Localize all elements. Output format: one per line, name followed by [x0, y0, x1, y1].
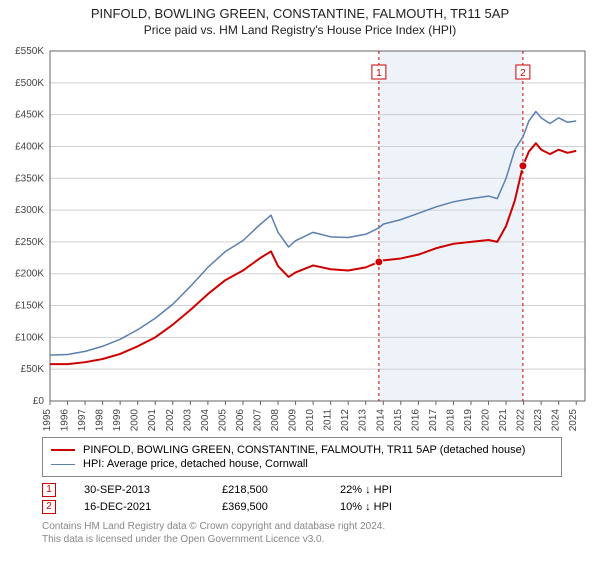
chart-title: PINFOLD, BOWLING GREEN, CONSTANTINE, FAL…	[0, 6, 600, 21]
svg-text:2006: 2006	[235, 409, 246, 431]
svg-text:2012: 2012	[340, 409, 351, 431]
marker-number-box: 2	[42, 500, 56, 514]
svg-text:£50K: £50K	[21, 364, 45, 375]
marker-number-box: 1	[42, 483, 56, 497]
svg-text:1998: 1998	[95, 409, 106, 431]
marker-date: 30-SEP-2013	[84, 484, 194, 496]
marker-table-row: 1 30-SEP-2013 £218,500 22% ↓ HPI	[42, 483, 562, 497]
marker-delta: 10% ↓ HPI	[340, 501, 392, 513]
svg-text:£350K: £350K	[15, 173, 44, 184]
footer-line-2: This data is licensed under the Open Gov…	[42, 533, 600, 546]
legend-swatch	[51, 464, 75, 465]
svg-text:2013: 2013	[358, 409, 369, 431]
svg-text:2007: 2007	[252, 409, 263, 431]
svg-text:£300K: £300K	[15, 205, 44, 216]
marker-table: 1 30-SEP-2013 £218,500 22% ↓ HPI 2 16-DEC-202…	[42, 483, 562, 514]
legend-row: HPI: Average price, detached house, Corn…	[51, 458, 553, 470]
svg-text:£450K: £450K	[15, 110, 44, 121]
legend-label: HPI: Average price, detached house, Corn…	[83, 458, 308, 470]
footer-attribution: Contains HM Land Registry data © Crown c…	[42, 520, 600, 546]
svg-text:2002: 2002	[165, 409, 176, 431]
svg-text:2: 2	[520, 68, 526, 79]
marker-price: £369,500	[222, 501, 312, 513]
marker-price: £218,500	[222, 484, 312, 496]
svg-text:1996: 1996	[60, 409, 71, 431]
chart-plot-area: £0 £50K £100K £150K £200K £250K £300K £350K £400…	[0, 41, 600, 431]
legend-label: PINFOLD, BOWLING GREEN, CONSTANTINE, FAL…	[83, 444, 525, 456]
svg-text:2005: 2005	[217, 409, 228, 431]
svg-text:2008: 2008	[270, 409, 281, 431]
svg-text:2015: 2015	[393, 409, 404, 431]
svg-text:£200K: £200K	[15, 269, 44, 280]
svg-text:2025: 2025	[568, 409, 579, 431]
svg-text:£500K: £500K	[15, 78, 44, 89]
svg-text:2020: 2020	[481, 409, 492, 431]
svg-text:2001: 2001	[147, 409, 158, 431]
svg-text:£0: £0	[33, 396, 45, 407]
svg-text:2003: 2003	[182, 409, 193, 431]
marker-delta: 22% ↓ HPI	[340, 484, 392, 496]
marker-table-row: 2 16-DEC-2021 £369,500 10% ↓ HPI	[42, 500, 562, 514]
svg-text:2000: 2000	[130, 409, 141, 431]
footer-line-1: Contains HM Land Registry data © Crown c…	[42, 520, 600, 533]
svg-text:2022: 2022	[516, 409, 527, 431]
svg-text:1: 1	[376, 68, 382, 79]
marker-date: 16-DEC-2021	[84, 501, 194, 513]
svg-text:2024: 2024	[551, 409, 562, 431]
legend-swatch	[51, 449, 75, 451]
svg-text:2021: 2021	[498, 409, 509, 431]
svg-text:2019: 2019	[463, 409, 474, 431]
svg-text:2023: 2023	[533, 409, 544, 431]
svg-text:2016: 2016	[410, 409, 421, 431]
chart-subtitle: Price paid vs. HM Land Registry's House …	[0, 23, 600, 37]
svg-text:2004: 2004	[200, 409, 211, 431]
svg-text:2011: 2011	[323, 409, 334, 431]
chart-container: PINFOLD, BOWLING GREEN, CONSTANTINE, FAL…	[0, 6, 600, 566]
svg-text:1999: 1999	[112, 409, 123, 431]
svg-text:1995: 1995	[42, 409, 53, 431]
chart-svg: £0 £50K £100K £150K £200K £250K £300K £350K £400…	[0, 41, 600, 431]
svg-text:£250K: £250K	[15, 237, 44, 248]
svg-text:2014: 2014	[375, 409, 386, 431]
svg-text:2009: 2009	[288, 409, 299, 431]
svg-text:2017: 2017	[428, 409, 439, 431]
svg-text:2010: 2010	[305, 409, 316, 431]
svg-text:£100K: £100K	[15, 332, 44, 343]
legend-box: PINFOLD, BOWLING GREEN, CONSTANTINE, FAL…	[42, 437, 562, 477]
svg-text:£400K: £400K	[15, 141, 44, 152]
svg-text:2018: 2018	[445, 409, 456, 431]
svg-text:£550K: £550K	[15, 46, 44, 57]
svg-text:1997: 1997	[77, 409, 88, 431]
legend-row: PINFOLD, BOWLING GREEN, CONSTANTINE, FAL…	[51, 444, 553, 456]
svg-text:£150K: £150K	[15, 301, 44, 312]
